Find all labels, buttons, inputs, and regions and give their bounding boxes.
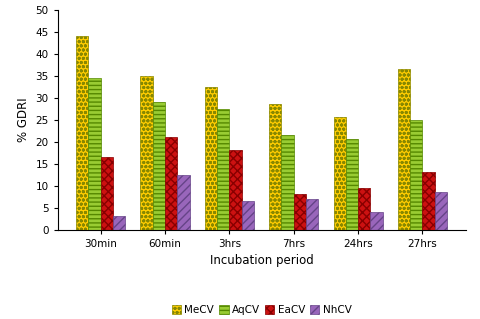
Bar <box>346 139 358 230</box>
X-axis label: Incubation period: Incubation period <box>210 254 313 267</box>
Bar <box>398 69 410 230</box>
Bar <box>101 157 113 230</box>
Bar <box>334 117 346 230</box>
Bar <box>371 212 383 230</box>
Bar <box>229 151 242 230</box>
Bar <box>435 192 447 230</box>
Bar <box>141 76 153 230</box>
Bar <box>217 108 229 230</box>
Bar <box>242 201 254 230</box>
Y-axis label: % GDRI: % GDRI <box>17 97 30 142</box>
Bar <box>165 137 178 230</box>
Bar <box>422 173 435 230</box>
Legend: MeCV, AqCV, EaCV, NhCV: MeCV, AqCV, EaCV, NhCV <box>168 301 356 319</box>
Bar <box>113 217 125 230</box>
Bar <box>153 102 165 230</box>
Bar <box>76 36 88 230</box>
Bar <box>269 104 281 230</box>
Bar <box>410 120 422 230</box>
Bar <box>281 135 294 230</box>
Bar <box>358 188 371 230</box>
Bar <box>88 78 101 230</box>
Bar <box>294 195 306 230</box>
Bar <box>306 199 318 230</box>
Bar <box>205 86 217 230</box>
Bar <box>178 174 190 230</box>
